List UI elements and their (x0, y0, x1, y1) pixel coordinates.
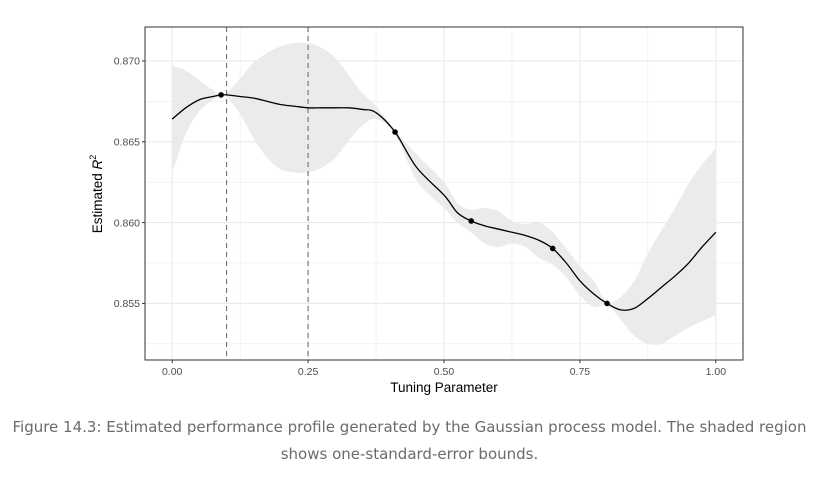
y-tick-label: 0.865 (114, 137, 140, 149)
chart-plot: 0.00 0.25 0.50 0.75 1.00 0.855 0.860 0.865 0.87… (88, 26, 744, 395)
reference-lines (225, 27, 309, 360)
figure-caption: Figure 14.3: Estimated performance profi… (0, 414, 819, 468)
data-point (549, 245, 556, 252)
mean-line-layer (171, 94, 717, 311)
y-axis-title: Estimated R2 (88, 155, 105, 234)
x-axis-title: Tuning Parameter (390, 380, 498, 395)
chart-figure: 0.00 0.25 0.50 0.75 1.00 0.855 0.860 0.865 0.87… (88, 26, 744, 395)
y-axis-ticks: 0.855 0.860 0.865 0.870 (114, 56, 145, 310)
x-tick-label: 0.00 (162, 366, 183, 378)
mean-line (171, 94, 717, 311)
data-points (218, 92, 610, 307)
data-point (392, 129, 398, 135)
y-axis-title-symbol: R (90, 159, 105, 169)
y-tick-label: 0.870 (114, 56, 140, 68)
data-point (604, 300, 610, 307)
x-tick-label: 0.50 (434, 366, 455, 378)
caption-line-2: shows one-standard-error bounds. (280, 445, 539, 463)
y-axis-title-text: Estimated (90, 169, 105, 233)
data-point (218, 92, 224, 98)
y-tick-label: 0.860 (114, 217, 140, 229)
x-tick-label: 0.25 (298, 366, 319, 378)
x-tick-label: 0.75 (570, 366, 591, 378)
x-tick-label: 1.00 (706, 366, 727, 378)
caption-line-1: Figure 14.3: Estimated performance profi… (12, 418, 807, 436)
x-axis-ticks: 0.00 0.25 0.50 0.75 1.00 (162, 360, 726, 378)
y-tick-label: 0.855 (114, 298, 140, 310)
data-point (468, 218, 474, 224)
y-axis-title-superscript: 2 (88, 155, 98, 160)
